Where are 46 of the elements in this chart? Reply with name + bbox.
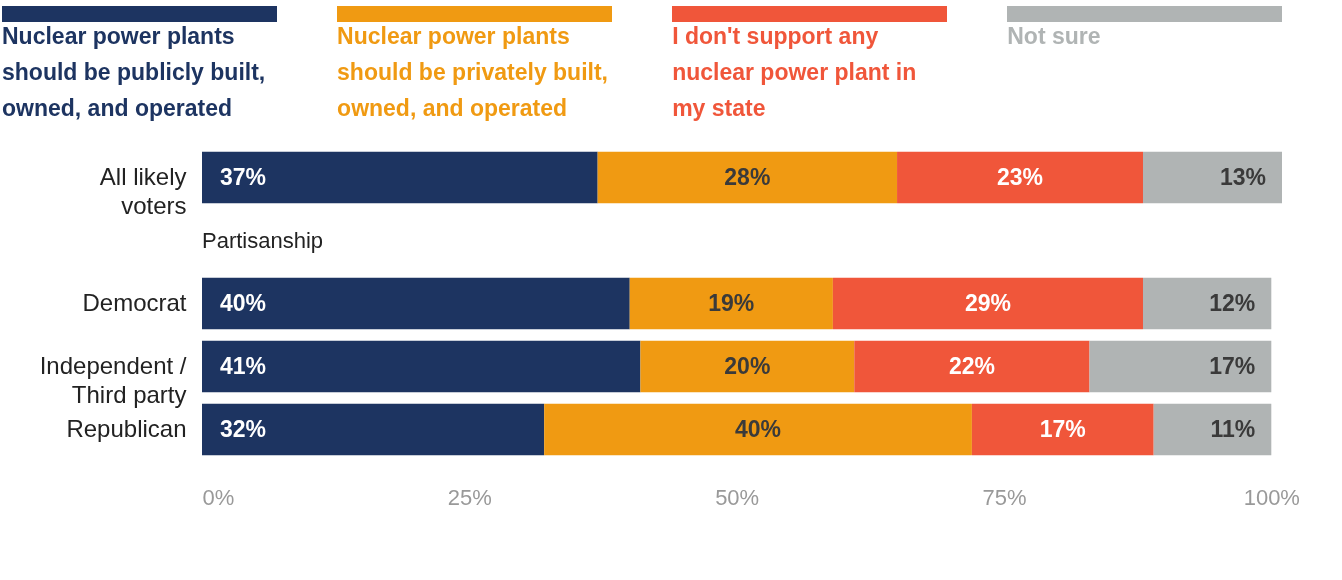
data-label: 23%: [997, 163, 1044, 190]
bar: [544, 403, 972, 456]
bar: [597, 151, 898, 204]
bar: [640, 340, 855, 393]
data-label: 17%: [1039, 415, 1086, 442]
data-label: 13%: [1219, 163, 1266, 190]
bar: [1153, 403, 1272, 456]
y-tick-label: Republican: [66, 414, 187, 442]
data-label: 40%: [220, 289, 267, 316]
annotation: Partisanship: [202, 227, 324, 253]
data-label: 11%: [1210, 415, 1256, 442]
bar: [202, 277, 630, 330]
x-tick-label: 100%: [1243, 484, 1300, 510]
text: Not sure: [1007, 22, 1102, 51]
data-label: 17%: [1209, 352, 1256, 379]
bar: [971, 403, 1154, 456]
data-label: 28%: [724, 163, 771, 190]
bar: [1089, 340, 1272, 393]
series-label: I don't support any nuclear power plant in my state: [672, 22, 918, 123]
bar: [629, 277, 833, 330]
bar: [1142, 277, 1272, 330]
data-label: 41%: [220, 352, 267, 379]
data-label: 20%: [724, 352, 771, 379]
data-label: 22%: [948, 352, 995, 379]
data-label: 37%: [220, 163, 267, 190]
y-tick-label: Independent / Third party: [39, 351, 187, 408]
y-tick-label: All likely voters: [99, 162, 187, 219]
data-label: 32%: [220, 415, 267, 442]
x-tick-label: 50%: [715, 484, 760, 510]
bar: [832, 277, 1143, 330]
data-label: 40%: [735, 415, 782, 442]
bar: [1142, 151, 1282, 204]
bar: [897, 151, 1143, 204]
bar: [854, 340, 1090, 393]
x-tick-label: 75%: [982, 484, 1027, 510]
bar: [202, 340, 641, 393]
data-label: 29%: [964, 289, 1011, 316]
x-tick-label: 0%: [202, 484, 235, 510]
bar: [202, 403, 545, 456]
series-label: Nuclear power plants should be privately built, owned, and operated: [337, 22, 609, 123]
data-label: 19%: [708, 289, 755, 316]
bar: [202, 151, 598, 204]
series-label: Nuclear power plants should be publicly built, owned, and operated: [2, 22, 267, 123]
x-tick-label: 25%: [447, 484, 492, 510]
data-label: 12%: [1209, 289, 1256, 316]
y-tick-label: Democrat: [82, 288, 187, 316]
